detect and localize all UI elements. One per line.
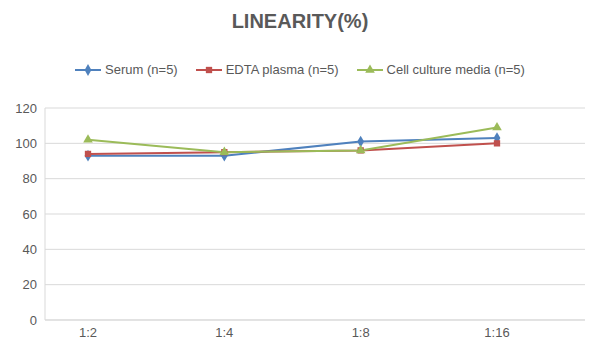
svg-text:80: 80 [23, 171, 37, 186]
svg-text:1:8: 1:8 [352, 325, 370, 340]
svg-text:20: 20 [23, 277, 37, 292]
svg-text:1:2: 1:2 [79, 325, 97, 340]
html-text:Serum (n=5): Serum (n=5) [105, 62, 178, 77]
html-text:Cell culture media (n=5): Cell culture media (n=5) [386, 62, 525, 77]
svg-text:0: 0 [30, 313, 37, 328]
svg-text:60: 60 [23, 207, 37, 222]
html-text:LINEARITY(%): LINEARITY(%) [231, 10, 369, 32]
svg-text:1:16: 1:16 [484, 325, 509, 340]
svg-text:120: 120 [15, 101, 37, 116]
svg-text:100: 100 [15, 136, 37, 151]
svg-text:1:4: 1:4 [215, 325, 233, 340]
svg-text:40: 40 [23, 242, 37, 257]
html-text:EDTA plasma (n=5): EDTA plasma (n=5) [225, 62, 339, 77]
